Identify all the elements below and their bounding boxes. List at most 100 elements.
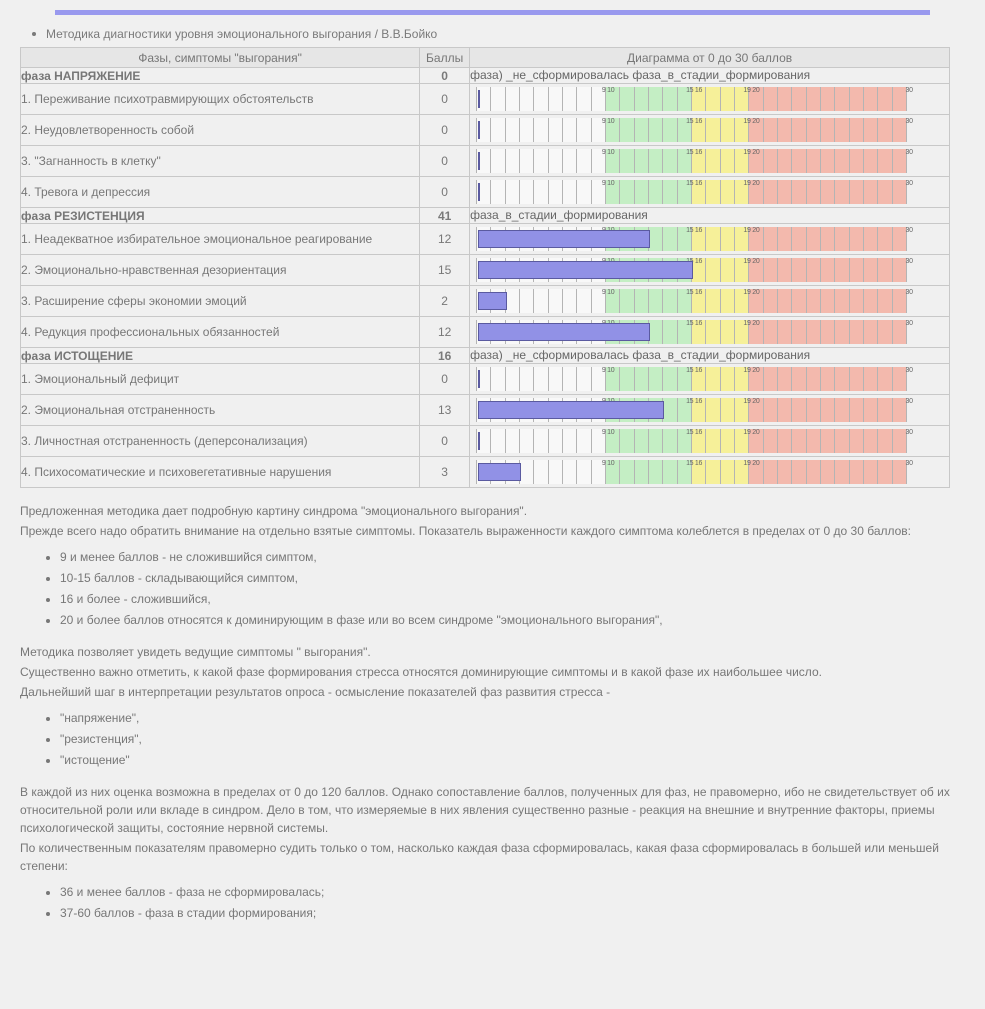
phase-score: 41 [420,208,470,224]
symptom-chart: 9 1015 1619 2030 [476,87,906,111]
th-diagram: Диаграмма от 0 до 30 баллов [470,48,950,68]
desc-p6: В каждой из них оценка возможна в предел… [20,783,965,837]
th-symptoms: Фазы, симптомы "выгорания" [21,48,420,68]
phase-diagnosis: фаза) _не_сформировалась фаза_в_стадии_ф… [470,348,950,364]
symptom-chart: 9 1015 1619 2030 [476,320,906,344]
symptom-row: 3. Расширение сферы экономии эмоций2 9 1… [21,286,950,317]
phase-score: 16 [420,348,470,364]
symptom-chart: 9 1015 1619 2030 [476,289,906,313]
symptom-chart-cell: 9 1015 1619 2030 [470,457,950,488]
symptom-chart: 9 1015 1619 2030 [476,180,906,204]
list-item: "напряжение", [60,709,965,727]
phase-label: фаза НАПРЯЖЕНИЕ [21,68,420,84]
list-item: 16 и более - сложившийся, [60,590,965,608]
desc-p1: Предложенная методика дает подробную кар… [20,502,965,520]
symptom-chart: 9 1015 1619 2030 [476,460,906,484]
bullet-icon [32,32,36,36]
list-item: 20 и более баллов относятся к доминирующ… [60,611,965,629]
list-item: 9 и менее баллов - не сложившийся симпто… [60,548,965,566]
symptom-label: 1. Переживание психотравмирующих обстоят… [21,84,420,115]
symptom-chart: 9 1015 1619 2030 [476,227,906,251]
desc-p7: По количественным показателям правомерно… [20,839,965,875]
symptom-label: 1. Неадекватное избирательное эмоциональ… [21,224,420,255]
symptom-label: 2. Эмоционально-нравственная дезориентац… [21,255,420,286]
symptom-score: 0 [420,177,470,208]
phase-row: фаза РЕЗИСТЕНЦИЯ41фаза_в_стадии_формиров… [21,208,950,224]
phase-row: фаза ИСТОЩЕНИЕ16фаза) _не_сформировалась… [21,348,950,364]
desc-p2: Прежде всего надо обратить внимание на о… [20,522,965,540]
symptom-label: 2. Неудовлетворенность собой [21,115,420,146]
desc-list1: 9 и менее баллов - не сложившийся симпто… [60,548,965,629]
symptom-chart: 9 1015 1619 2030 [476,398,906,422]
phase-diagnosis: фаза) _не_сформировалась фаза_в_стадии_ф… [470,68,950,84]
symptom-score: 0 [420,84,470,115]
symptom-label: 1. Эмоциональный дефицит [21,364,420,395]
symptom-score: 2 [420,286,470,317]
symptom-row: 4. Психосоматические и психовегетативные… [21,457,950,488]
phase-label: фаза ИСТОЩЕНИЕ [21,348,420,364]
symptom-chart-cell: 9 1015 1619 2030 [470,426,950,457]
symptom-chart-cell: 9 1015 1619 2030 [470,255,950,286]
desc-list3: 36 и менее баллов - фаза не сформировала… [60,883,965,922]
symptom-chart: 9 1015 1619 2030 [476,367,906,391]
list-item: "истощение" [60,751,965,769]
symptom-chart-cell: 9 1015 1619 2030 [470,84,950,115]
symptom-score: 0 [420,115,470,146]
symptom-chart: 9 1015 1619 2030 [476,258,906,282]
desc-p5: Дальнейший шаг в интерпретации результат… [20,683,965,701]
desc-p3: Методика позволяет увидеть ведущие симпт… [20,643,965,661]
symptom-chart-cell: 9 1015 1619 2030 [470,317,950,348]
desc-p4: Существенно важно отметить, к какой фазе… [20,663,965,681]
symptom-row: 1. Переживание психотравмирующих обстоят… [21,84,950,115]
list-item: 10-15 баллов - складывающийся симптом, [60,569,965,587]
symptom-row: 2. Эмоционально-нравственная дезориентац… [21,255,950,286]
symptom-chart-cell: 9 1015 1619 2030 [470,115,950,146]
symptom-chart-cell: 9 1015 1619 2030 [470,286,950,317]
symptom-score: 12 [420,224,470,255]
section-title-row: Методика диагностики уровня эмоционально… [32,27,965,41]
th-score: Баллы [420,48,470,68]
symptom-label: 2. Эмоциональная отстраненность [21,395,420,426]
description-block: Предложенная методика дает подробную кар… [20,502,965,922]
symptom-row: 2. Эмоциональная отстраненность13 9 1015… [21,395,950,426]
symptom-label: 4. Тревога и депрессия [21,177,420,208]
list-item: "резистенция", [60,730,965,748]
symptom-score: 3 [420,457,470,488]
symptom-chart: 9 1015 1619 2030 [476,118,906,142]
phase-score: 0 [420,68,470,84]
symptom-label: 3. Расширение сферы экономии эмоций [21,286,420,317]
section-title: Методика диагностики уровня эмоционально… [46,27,437,41]
symptom-label: 3. Личностная отстраненность (деперсонал… [21,426,420,457]
page-root: Методика диагностики уровня эмоционально… [0,10,985,956]
symptom-chart: 9 1015 1619 2030 [476,429,906,453]
symptom-row: 3. Личностная отстраненность (деперсонал… [21,426,950,457]
phase-row: фаза НАПРЯЖЕНИЕ0фаза) _не_сформировалась… [21,68,950,84]
symptom-score: 12 [420,317,470,348]
list-item: 36 и менее баллов - фаза не сформировала… [60,883,965,901]
phase-diagnosis: фаза_в_стадии_формирования [470,208,950,224]
symptom-chart: 9 1015 1619 2030 [476,149,906,173]
symptom-chart-cell: 9 1015 1619 2030 [470,395,950,426]
symptom-chart-cell: 9 1015 1619 2030 [470,146,950,177]
symptom-label: 3. "Загнанность в клетку" [21,146,420,177]
symptom-chart-cell: 9 1015 1619 2030 [470,177,950,208]
symptom-score: 0 [420,426,470,457]
symptom-score: 15 [420,255,470,286]
symptom-score: 0 [420,146,470,177]
symptom-row: 3. "Загнанность в клетку"0 9 1015 1619 2… [21,146,950,177]
symptom-row: 4. Тревога и депрессия0 9 1015 1619 2030 [21,177,950,208]
symptom-chart-cell: 9 1015 1619 2030 [470,364,950,395]
results-table: Фазы, симптомы "выгорания" Баллы Диаграм… [20,47,950,488]
desc-list2: "напряжение", "резистенция", "истощение" [60,709,965,769]
symptom-score: 13 [420,395,470,426]
symptom-label: 4. Редукция профессиональных обязанносте… [21,317,420,348]
symptom-row: 1. Эмоциональный дефицит0 9 1015 1619 20… [21,364,950,395]
top-hr [55,10,930,15]
symptom-row: 2. Неудовлетворенность собой0 9 1015 161… [21,115,950,146]
symptom-label: 4. Психосоматические и психовегетативные… [21,457,420,488]
symptom-score: 0 [420,364,470,395]
list-item: 37-60 баллов - фаза в стадии формировани… [60,904,965,922]
symptom-row: 4. Редукция профессиональных обязанносте… [21,317,950,348]
phase-label: фаза РЕЗИСТЕНЦИЯ [21,208,420,224]
symptom-row: 1. Неадекватное избирательное эмоциональ… [21,224,950,255]
